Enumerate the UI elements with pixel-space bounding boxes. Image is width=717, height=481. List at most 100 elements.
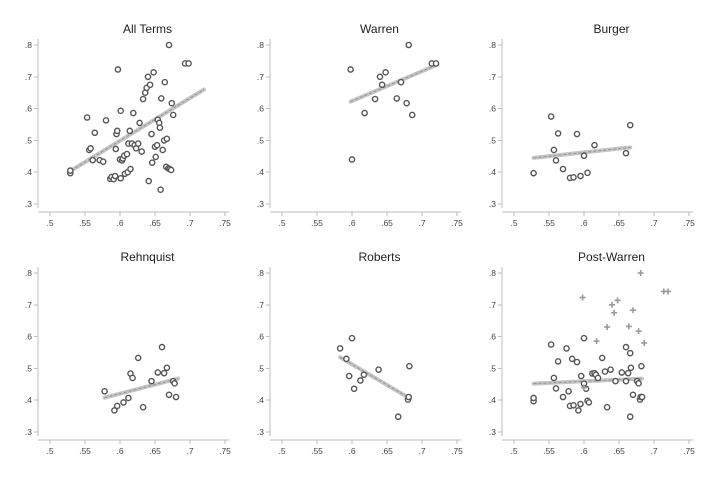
x-tick-label: .6 xyxy=(580,446,587,456)
data-point xyxy=(152,153,159,161)
data-point xyxy=(165,41,173,49)
data-point xyxy=(629,391,637,399)
data-point xyxy=(150,69,157,76)
data-point xyxy=(638,393,646,401)
panel-6: Post-Warren .3 .4 .5 .6 .7 .8 .5 .55 .6 .65 .7 .75 xyxy=(489,250,695,456)
data-point xyxy=(157,95,165,102)
data-point xyxy=(129,374,136,382)
y-tick-label: .6 xyxy=(489,104,496,114)
data-point xyxy=(626,349,634,357)
y-tick-label: .3 xyxy=(489,427,496,437)
data-point xyxy=(153,141,161,149)
x-tick-label: .5 xyxy=(510,218,517,228)
fit-line-dash xyxy=(533,146,631,159)
y-tick-label: .8 xyxy=(25,268,32,278)
x-tick-label: .55 xyxy=(311,218,323,228)
data-point xyxy=(585,399,593,406)
data-point xyxy=(139,403,147,411)
y-tick-label: .4 xyxy=(489,167,496,177)
data-point xyxy=(111,172,119,180)
data-point xyxy=(134,140,142,147)
data-point xyxy=(129,109,137,117)
data-point xyxy=(89,156,96,164)
data-point xyxy=(375,366,382,373)
x-tick-label: .5 xyxy=(46,218,53,228)
data-point xyxy=(134,354,142,362)
y-tick-label: .5 xyxy=(257,363,264,373)
data-point xyxy=(113,402,121,410)
data-point xyxy=(154,369,162,376)
data-point xyxy=(618,369,626,376)
data-point xyxy=(113,127,121,135)
y-tick-label: .8 xyxy=(257,268,264,278)
data-point xyxy=(345,372,353,380)
data-point xyxy=(165,391,173,399)
y-tick-label: .7 xyxy=(257,72,264,82)
data-point xyxy=(159,146,166,154)
data-point xyxy=(138,148,145,155)
data-point xyxy=(101,387,108,395)
data-point xyxy=(382,69,389,76)
data-point xyxy=(360,371,368,379)
data-point xyxy=(626,121,634,129)
data-point xyxy=(573,358,581,366)
panel-title: Roberts xyxy=(358,250,400,264)
data-point xyxy=(361,109,368,117)
data-point xyxy=(347,66,354,73)
data-point-plus xyxy=(625,323,632,330)
data-point xyxy=(570,173,577,181)
data-point xyxy=(626,413,634,421)
data-point xyxy=(622,377,630,385)
data-point xyxy=(559,393,567,401)
data-point-plus xyxy=(641,339,648,346)
data-point xyxy=(584,169,591,177)
data-point xyxy=(607,366,614,373)
y-tick-label: .6 xyxy=(257,332,264,342)
data-point xyxy=(598,354,606,362)
panel-1: All Terms .3 .4 .5 .6 .7 .8 .5 .55 .6 .65 .7 .75 xyxy=(25,22,231,228)
data-point xyxy=(577,400,584,408)
data-point xyxy=(575,407,582,414)
x-tick-label: .55 xyxy=(79,446,91,456)
y-tick-label: .5 xyxy=(25,363,32,373)
data-point xyxy=(117,174,124,182)
data-point-plus xyxy=(579,294,586,301)
y-tick-label: .7 xyxy=(489,72,496,82)
data-point xyxy=(627,364,635,372)
data-point xyxy=(563,345,570,352)
data-point xyxy=(185,60,192,67)
data-point xyxy=(565,387,572,395)
data-point xyxy=(622,149,630,157)
data-point xyxy=(635,380,642,387)
data-point xyxy=(552,157,560,164)
data-point xyxy=(117,107,124,115)
data-point-plus xyxy=(611,309,618,316)
data-point-plus xyxy=(593,338,600,345)
y-tick-label: .7 xyxy=(489,300,496,310)
x-tick-label: .7 xyxy=(418,218,425,228)
x-tick-label: .65 xyxy=(381,446,393,456)
data-point xyxy=(172,393,180,401)
data-point xyxy=(350,385,358,393)
y-tick-label: .4 xyxy=(257,167,264,177)
panel-title: Warren xyxy=(360,22,399,36)
data-point xyxy=(570,401,577,409)
x-tick-label: .65 xyxy=(613,446,625,456)
data-point xyxy=(67,167,74,174)
x-tick-label: .5 xyxy=(278,218,285,228)
data-point xyxy=(397,78,405,86)
data-point xyxy=(394,413,402,421)
y-tick-label: .8 xyxy=(25,40,32,50)
x-tick-label: .75 xyxy=(451,218,463,228)
data-point-plus xyxy=(609,301,615,308)
data-point-plus xyxy=(581,384,587,391)
data-point xyxy=(550,374,558,382)
data-point xyxy=(530,169,537,177)
data-point-plus xyxy=(635,328,642,335)
data-point-plus xyxy=(637,270,644,276)
y-tick-label: .3 xyxy=(489,199,496,209)
data-point xyxy=(554,130,562,137)
data-point xyxy=(99,158,107,166)
data-point xyxy=(136,119,143,127)
data-point xyxy=(550,146,558,154)
